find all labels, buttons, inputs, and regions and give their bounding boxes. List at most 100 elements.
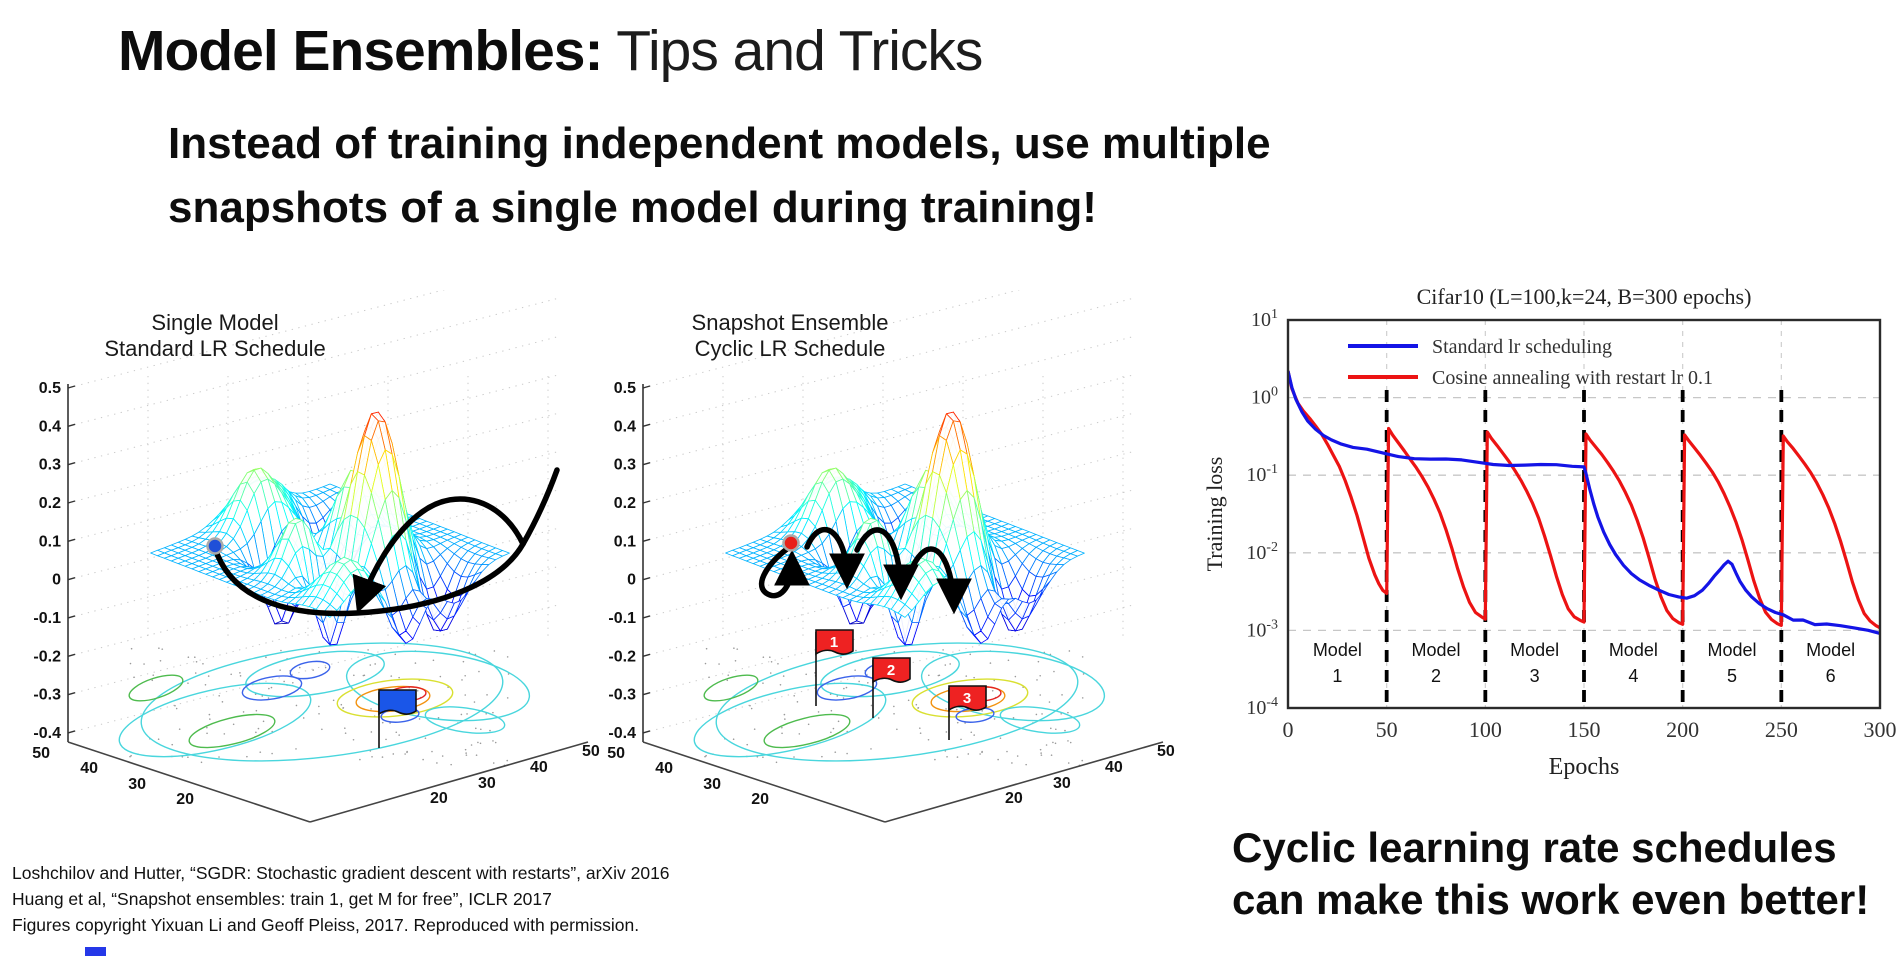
y-tick-label: 10-4: [1246, 695, 1278, 719]
x-tick-label: 0: [1283, 717, 1294, 742]
figure-snapshot-ensemble-loss-surface: 0.50.40.30.20.10-0.1-0.2-0.3-0.450403020…: [607, 290, 1175, 823]
y-axis-tick-labels: 101 100 10-1 10-2 10-3 10-4: [1246, 307, 1278, 719]
model-region-labels: Model 1 Model 2 Model 3 Model 4 Model 5 Model 6: [1313, 640, 1855, 686]
model-region-label-word: Model: [1707, 640, 1756, 660]
citation-sgdr: Loshchilov and Hutter, “SGDR: Stochastic…: [12, 863, 670, 883]
plot-box: [1286, 318, 1882, 710]
contour-plot: [693, 642, 1106, 767]
floor-axis-tick-label: 50: [1157, 743, 1175, 760]
x-tick-label: 250: [1765, 717, 1798, 742]
z-axis-tick-label: 0: [627, 572, 636, 589]
z-axis-tick-label: -0.2: [608, 648, 636, 665]
loss-surface-mesh: [725, 411, 1085, 646]
y-tick-label: 10-2: [1246, 540, 1278, 564]
floor-axis-tick-label: 30: [703, 776, 721, 793]
contour-plot: [118, 642, 531, 767]
floor-axis-tick-label: 20: [1005, 790, 1023, 807]
model-region-label-word: Model: [1806, 640, 1855, 660]
start-point-marker: [206, 537, 224, 555]
floor-axis-tick-label: 40: [1105, 759, 1123, 776]
z-axis-tick-label: -0.1: [33, 610, 61, 627]
z-axis-tick-label: -0.3: [33, 687, 61, 704]
note-line-1: Cyclic learning rate schedules: [1232, 824, 1837, 871]
model-region-label-number: 6: [1826, 666, 1836, 686]
floor-axis-tick-label: 50: [32, 745, 50, 762]
z-axis-tick-label: 0.4: [614, 418, 636, 435]
slide-subtitle: Instead of training independent models, …: [168, 112, 1271, 240]
z-axis-tick-label: 0.4: [39, 418, 61, 435]
model-region-label-number: 2: [1431, 666, 1441, 686]
model-region-label-number: 4: [1628, 666, 1638, 686]
floor-axis-tick-label: 20: [176, 791, 194, 808]
z-axis-tick-label: 0.5: [39, 380, 61, 397]
x-axis-title: Epochs: [1549, 754, 1620, 780]
snapshot-flag: 2: [872, 657, 911, 718]
z-axis-tick-label: 0.3: [614, 457, 636, 474]
legend-standard-lr-label: Standard lr scheduling: [1432, 336, 1612, 358]
floor-axis-tick-label: 40: [655, 760, 673, 777]
x-tick-label: 150: [1568, 717, 1601, 742]
floor-axis-tick-label: 30: [1053, 775, 1071, 792]
figure-single-model-loss-surface: 0.5 0.4 0.3 0.2 0.1 0 -0.1 -0.2 -0.3 -0.4 50 40 30 20…: [32, 290, 600, 823]
z-axis: 0.5 0.4 0.3 0.2 0.1 0 -0.1 -0.2 -0.3 -0.4: [608, 380, 651, 742]
flag-label: 2: [887, 662, 895, 679]
surface-title-line-1: Single Model: [151, 310, 278, 335]
floor-axis-tick-label: 40: [530, 759, 548, 776]
legend-cosine-annealing-label: Cosine annealing with restart lr 0.1: [1432, 367, 1713, 389]
floor-axis-tick-label: 30: [128, 776, 146, 793]
model-region-label-word: Model: [1411, 640, 1460, 660]
chart-legend: Standard lr scheduling Cosine annealing w…: [1348, 336, 1713, 389]
floor-axis-tick-label: 20: [430, 790, 448, 807]
x-tick-label: 300: [1864, 717, 1897, 742]
subtitle-line-2: snapshots of a single model during train…: [168, 183, 1097, 232]
x-tick-label: 50: [1376, 717, 1398, 742]
floor-axis-tick-label: 50: [607, 745, 625, 762]
floor-axis-tick-label: 50: [582, 743, 600, 760]
start-point-marker: [782, 534, 800, 552]
z-axis-tick-label: -0.1: [608, 610, 636, 627]
model-region-label-number: 5: [1727, 666, 1737, 686]
z-axis-tick-label: -0.3: [608, 687, 636, 704]
citation-figure-copyright: Figures copyright Yixuan Li and Geoff Pl…: [12, 915, 640, 935]
slide-title: Model Ensembles: Tips and Tricks: [118, 18, 983, 84]
training-loss-curve-standard: [1288, 370, 1880, 635]
surface-title-line-1: Snapshot Ensemble: [692, 310, 889, 335]
x-tick-label: 200: [1666, 717, 1699, 742]
y-tick-label: 10-1: [1246, 462, 1278, 486]
x-tick-label: 100: [1469, 717, 1502, 742]
floor-axis-tick-label: 30: [478, 775, 496, 792]
figure-cifar10-training-loss-chart: Cifar10 (L=100,k=24, B=300 epochs) Standa…: [1202, 284, 1897, 780]
training-loss-curve-cosine-restart: [1288, 370, 1880, 630]
cyclic-lr-note: Cyclic learning rate schedules can make …: [1232, 822, 1869, 926]
model-region-label-word: Model: [1609, 640, 1658, 660]
snapshot-flag: 3: [948, 685, 987, 740]
citation-snapshot-ensembles: Huang et al, “Snapshot ensembles: train …: [12, 889, 552, 909]
z-axis-tick-label: -0.2: [33, 648, 61, 665]
y-tick-label: 101: [1251, 307, 1278, 331]
z-axis: 0.5 0.4 0.3 0.2 0.1 0 -0.1 -0.2 -0.3 -0.4: [33, 380, 76, 742]
citations: Loshchilov and Hutter, “SGDR: Stochastic…: [12, 860, 670, 938]
z-axis-tick-label: 0.2: [39, 495, 61, 512]
model-region-label-word: Model: [1510, 640, 1559, 660]
model-separator-lines: [1384, 320, 1784, 708]
z-axis-tick-label: 0.1: [39, 533, 61, 550]
floor-axes: 50 40 30 20 50 40 30 20: [32, 741, 600, 823]
floor-axis-tick-label: 20: [751, 791, 769, 808]
surface-title-line-2: Standard LR Schedule: [104, 336, 325, 361]
sgd-trajectory: [212, 467, 560, 617]
z-axis-tick-label: 0.5: [614, 380, 636, 397]
slide-bottom-blue-bar: [85, 947, 106, 956]
floor-axes: 50 40 30 20 50 40 30 20: [607, 741, 1175, 823]
model-region-label-number: 1: [1332, 666, 1342, 686]
slide-title-light: Tips and Tricks: [602, 19, 983, 83]
flag-label: 1: [830, 634, 838, 651]
model-region-label-word: Model: [1313, 640, 1362, 660]
flag-label: 3: [963, 690, 971, 707]
floor-axis-tick-label: 40: [80, 760, 98, 777]
subtitle-line-1: Instead of training independent models, …: [168, 119, 1271, 168]
z-axis-tick-label: 0.1: [614, 533, 636, 550]
z-axis-tick-label: 0: [52, 572, 61, 589]
